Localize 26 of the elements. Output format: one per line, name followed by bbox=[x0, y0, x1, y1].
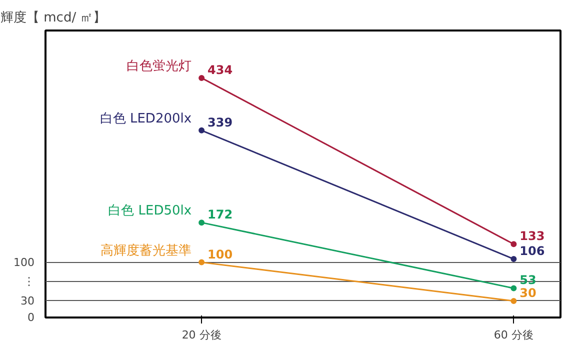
series-label: 白色 LED200lx bbox=[100, 111, 192, 126]
data-label: 100 bbox=[208, 247, 233, 262]
data-label: 339 bbox=[208, 115, 233, 130]
y-tick-label: 30 bbox=[20, 294, 35, 308]
y-tick-label: 100 bbox=[14, 256, 35, 269]
series-label: 白色 LED50lx bbox=[108, 204, 192, 219]
series-label: 白色蛍光灯 bbox=[126, 58, 192, 74]
point bbox=[198, 259, 205, 266]
point bbox=[198, 220, 205, 226]
point bbox=[198, 74, 205, 81]
y-axis-title: 輝度【 mcd/ ㎡】 bbox=[0, 10, 106, 26]
data-label: 133 bbox=[520, 229, 545, 244]
point bbox=[510, 241, 517, 248]
point bbox=[198, 127, 205, 134]
point bbox=[510, 256, 517, 262]
point bbox=[510, 285, 517, 292]
data-label: 434 bbox=[208, 62, 233, 77]
x-tick-label: 20 分後 bbox=[182, 328, 222, 342]
y-tick-label: ⋮ bbox=[24, 275, 34, 288]
data-label: 106 bbox=[520, 244, 545, 258]
x-tick-label: 60 分後 bbox=[494, 328, 534, 342]
series-label: 高輝度蓄光基準 bbox=[100, 242, 192, 258]
data-label: 172 bbox=[208, 208, 233, 222]
y-tick-label: 0 bbox=[28, 311, 34, 324]
point bbox=[510, 298, 517, 304]
data-label: 30 bbox=[520, 286, 536, 300]
